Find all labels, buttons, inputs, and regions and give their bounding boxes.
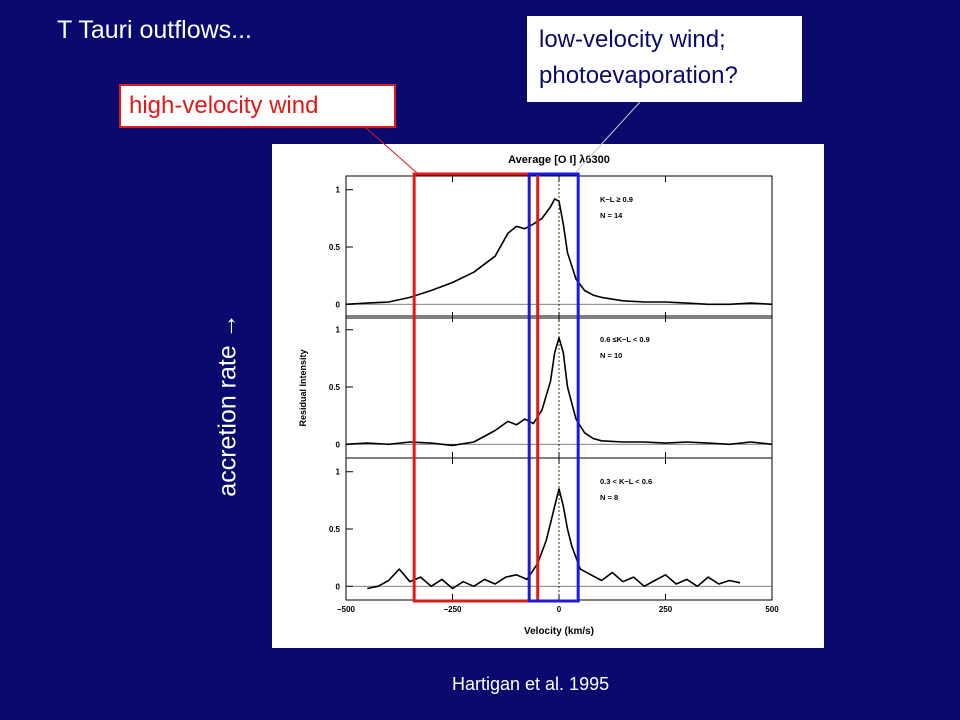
citation: Hartigan et al. 1995 bbox=[452, 674, 610, 694]
x-tick-label: 500 bbox=[765, 605, 779, 614]
y-tick-label: 0.5 bbox=[329, 243, 341, 252]
y-tick-label: 1 bbox=[336, 468, 341, 477]
x-axis-label: Velocity (km/s) bbox=[524, 626, 594, 637]
accretion-rate-label: accretion rate → bbox=[213, 313, 242, 497]
panel-label-1: N = 14 bbox=[600, 211, 623, 220]
y-axis-label: Residual Intensity bbox=[298, 349, 308, 426]
y-tick-label: 0 bbox=[336, 440, 341, 449]
y-tick-label: 0 bbox=[336, 582, 341, 591]
x-tick-label: 0 bbox=[557, 605, 562, 614]
y-tick-label: 1 bbox=[336, 186, 341, 195]
y-tick-label: 1 bbox=[336, 326, 341, 335]
low-velocity-annotation-line-2: photoevaporation? bbox=[539, 62, 738, 89]
low-velocity-annotation-line-1: low-velocity wind; bbox=[539, 26, 726, 53]
chart-title: Average [O I] λ6300 bbox=[508, 154, 610, 166]
x-tick-label: 250 bbox=[659, 605, 673, 614]
x-tick-label: −500 bbox=[337, 605, 356, 614]
panel-label-2: N = 10 bbox=[600, 351, 622, 360]
slide-title: T Tauri outflows... bbox=[57, 16, 252, 44]
oi-line-profile-chart: Average [O I] λ6300 0 0.5 1 K−L ≥ 0.9 N = 14 0… bbox=[298, 154, 779, 637]
panel-label-3: N = 8 bbox=[600, 493, 618, 502]
x-tick-label: −250 bbox=[443, 605, 462, 614]
y-tick-label: 0 bbox=[336, 300, 341, 309]
panel-label-1: K−L ≥ 0.9 bbox=[600, 195, 633, 204]
low-velocity-annotation: low-velocity wind; photoevaporation? bbox=[527, 16, 802, 102]
y-tick-label: 0.5 bbox=[329, 383, 341, 392]
series-line-3 bbox=[367, 488, 741, 590]
panel-label-3: 0.3 < K−L < 0.6 bbox=[600, 477, 652, 486]
y-tick-label: 0.5 bbox=[329, 525, 341, 534]
spectrum-figure: Average [O I] λ6300 0 0.5 1 K−L ≥ 0.9 N = 14 0… bbox=[272, 144, 824, 648]
high-velocity-annotation: high-velocity wind bbox=[119, 84, 396, 128]
panel-label-2: 0.6 ≤K−L < 0.9 bbox=[600, 335, 650, 344]
